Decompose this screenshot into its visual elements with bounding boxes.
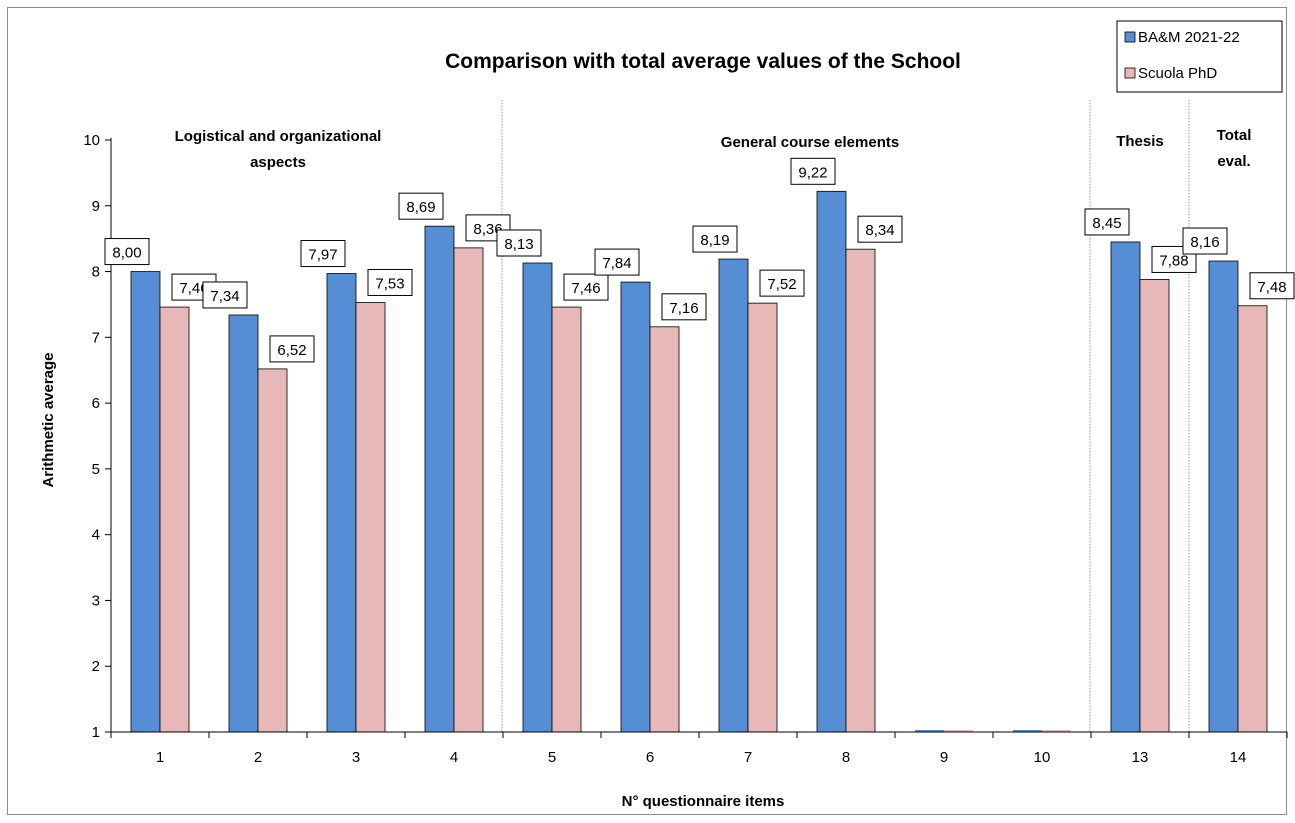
x-tick-label: 7: [744, 749, 752, 766]
bar-ba-m: [1208, 260, 1239, 733]
data-label-ba-m: 8,45: [1092, 215, 1121, 232]
legend-label-ba-m: BA&M 2021-22: [1138, 29, 1240, 46]
x-tick-label: 9: [940, 749, 948, 766]
data-label-box: [759, 269, 805, 297]
data-label-box: [1182, 227, 1228, 255]
data-label-box: [692, 225, 738, 253]
data-label-box: [300, 240, 346, 268]
section-general-course: General course elements: [721, 134, 899, 151]
bar-scuola-phd: [649, 326, 680, 733]
legend-box: [1116, 20, 1283, 93]
section-thesis: Thesis: [1116, 133, 1164, 150]
bar-ba-m: [424, 225, 455, 733]
section-total-line2: eval.: [1217, 153, 1250, 170]
data-label-box: [269, 335, 315, 363]
bar-scuola-phd: [453, 247, 484, 733]
y-tick-label: 4: [92, 527, 100, 544]
bar-scuola-phd: [1139, 279, 1170, 733]
data-label-scuola-phd: 7,48: [1257, 279, 1286, 296]
data-label-box: [398, 192, 444, 220]
x-tick-label: 8: [842, 749, 850, 766]
data-label-ba-m: 7,34: [210, 288, 239, 305]
legend-label-scuola-phd: Scuola PhD: [1138, 65, 1217, 82]
data-label-ba-m: 9,22: [798, 164, 827, 181]
data-label-scuola-phd: 7,16: [669, 300, 698, 317]
bar-ba-m: [228, 314, 259, 733]
section-logistical-line2: aspects: [250, 154, 306, 171]
x-tick-label: 14: [1230, 749, 1247, 766]
y-tick-label: 6: [92, 395, 100, 412]
data-label-box: [104, 238, 150, 266]
data-label-scuola-phd: 8,36: [473, 221, 502, 238]
data-label-scuola-phd: 7,52: [767, 276, 796, 293]
bar-ba-m: [1110, 241, 1141, 733]
data-label-box: [202, 281, 248, 309]
bar-scuola-phd: [845, 248, 876, 733]
data-label-scuola-phd: 7,88: [1159, 252, 1188, 269]
data-label-box: [857, 215, 903, 243]
bar-ba-m: [816, 190, 847, 733]
y-tick-label: 5: [92, 461, 100, 478]
bar-scuola-phd: [159, 306, 190, 733]
bar-ba-m: [130, 271, 161, 733]
x-axis-title: N° questionnaire items: [622, 793, 785, 810]
bar-ba-m: [326, 273, 357, 733]
data-label-ba-m: 8,00: [112, 245, 141, 262]
y-tick-label: 10: [83, 132, 100, 149]
y-tick-label: 7: [92, 329, 100, 346]
data-label-ba-m: 8,13: [504, 236, 533, 253]
y-axis-title: Arithmetic average: [40, 352, 57, 487]
y-tick-label: 3: [92, 592, 100, 609]
bar-scuola-phd: [257, 368, 288, 733]
y-tick-label: 8: [92, 264, 100, 281]
data-label-box: [1084, 208, 1130, 236]
bar-scuola-phd: [551, 306, 582, 733]
legend-swatch-ba-m: [1124, 31, 1136, 43]
data-label-box: [594, 248, 640, 276]
legend-swatch-scuola-phd: [1124, 67, 1136, 79]
data-label-scuola-phd: 6,52: [277, 342, 306, 359]
data-label-box: [367, 268, 413, 296]
bar-ba-m: [620, 281, 651, 733]
x-tick-label: 6: [646, 749, 654, 766]
y-tick-label: 1: [92, 724, 100, 741]
data-label-ba-m: 7,84: [602, 255, 631, 272]
x-tick-label: 4: [450, 749, 458, 766]
section-separators: [501, 100, 1190, 732]
data-label-scuola-phd: 8,34: [865, 222, 894, 239]
data-label-ba-m: 8,19: [700, 232, 729, 249]
legend: BA&M 2021-22 Scuola PhD: [1116, 20, 1283, 93]
data-label-scuola-phd: 7,46: [571, 280, 600, 297]
x-tick-label: 5: [548, 749, 556, 766]
section-total-line1: Total: [1217, 127, 1252, 144]
data-label-box: [661, 293, 707, 321]
section-logistical-line1: Logistical and organizational: [175, 128, 382, 145]
bar-scuola-phd: [355, 302, 386, 733]
x-tick-label: 13: [1132, 749, 1149, 766]
data-label-box: [496, 229, 542, 257]
data-label-ba-m: 8,69: [406, 199, 435, 216]
bar-scuola-phd: [1237, 305, 1268, 733]
bar-ba-m: [522, 262, 553, 733]
y-tick-label: 2: [92, 658, 100, 675]
data-label-box: [563, 273, 609, 301]
x-tick-label: 1: [156, 749, 164, 766]
bar-scuola-phd: [747, 302, 778, 733]
data-label-scuola-phd: 7,46: [179, 280, 208, 297]
x-tick-label: 2: [254, 749, 262, 766]
chart-title: Comparison with total average values of …: [445, 50, 961, 73]
data-label-box: [1249, 272, 1295, 300]
data-label-ba-m: 8,16: [1190, 234, 1219, 251]
x-tick-label: 3: [352, 749, 360, 766]
x-tick-label: 10: [1034, 749, 1051, 766]
data-label-ba-m: 7,97: [308, 247, 337, 264]
section-headers: Logistical and organizational aspects Ge…: [175, 127, 1252, 171]
bar-ba-m: [718, 258, 749, 733]
data-label-box: [790, 157, 836, 185]
data-label-scuola-phd: 7,53: [375, 275, 404, 292]
y-tick-label: 9: [92, 198, 100, 215]
